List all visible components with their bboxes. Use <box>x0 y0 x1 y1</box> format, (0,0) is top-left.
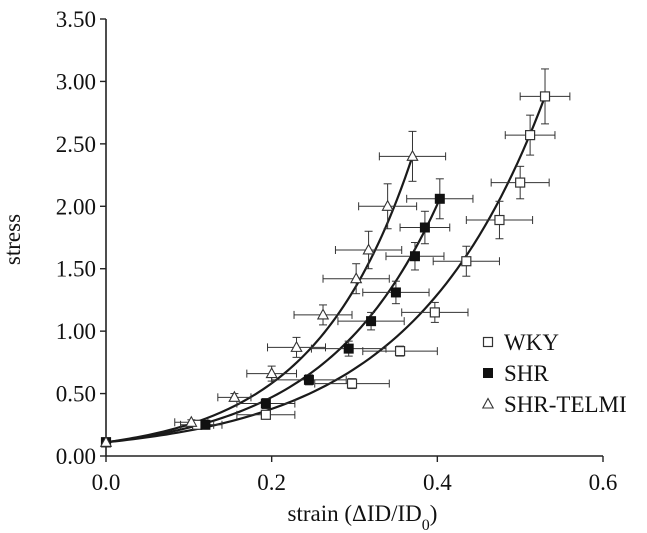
wky-data-point <box>430 308 439 317</box>
shr-data-point <box>435 194 444 203</box>
y-tick-label: 0.00 <box>56 444 96 469</box>
x-axis-label-main: strain (ΔID/ID <box>288 501 422 526</box>
x-tick-label: 0.6 <box>589 470 618 495</box>
fit-curve <box>106 199 440 442</box>
axes: 0.000.501.001.502.002.503.003.50 0.0 0.2 0… <box>56 7 618 495</box>
y-tick-label: 1.00 <box>56 319 96 344</box>
wky-data-point <box>495 216 504 225</box>
y-tick-label: 2.50 <box>56 132 96 157</box>
error-bars <box>102 69 570 445</box>
wky-data-point <box>462 257 471 266</box>
shr-telmi-data-point <box>407 151 417 161</box>
data-points <box>101 92 550 447</box>
x-axis-ticks: 0.0 0.2 0.4 0.6 <box>92 456 618 495</box>
shr-data-point <box>201 420 210 429</box>
shr-data-point <box>410 252 419 261</box>
x-tick-label: 0.0 <box>92 470 121 495</box>
shr-data-point <box>367 317 376 326</box>
legend-marker-wky <box>484 338 493 347</box>
y-tick-label: 3.50 <box>56 7 96 32</box>
wky-data-point <box>348 379 357 388</box>
y-axis-label: stress <box>0 214 25 265</box>
fit-curve <box>106 156 412 442</box>
fit-curves <box>106 96 545 442</box>
y-tick-label: 0.50 <box>56 382 96 407</box>
shr-data-point <box>304 375 313 384</box>
x-axis-label-close: ) <box>430 501 438 526</box>
shr-telmi-data-point <box>363 244 373 254</box>
legend-marker-shr <box>484 369 493 378</box>
x-tick-label: 0.4 <box>423 470 452 495</box>
wky-data-point <box>261 410 270 419</box>
shr-data-point <box>261 399 270 408</box>
x-axis-label-subscript: 0 <box>422 517 430 533</box>
legend-marker-shr-telmi <box>483 399 493 409</box>
shr-telmi-data-point <box>291 342 301 352</box>
shr-telmi-data-point <box>318 309 328 319</box>
legend-label-shr: SHR <box>504 361 549 386</box>
shr-data-point <box>391 288 400 297</box>
y-axis-ticks: 0.00 0.50 1.00 1.50 2.00 2.50 3.00 3.50 <box>56 7 106 469</box>
legend: WKY SHR SHR-TELMI <box>483 330 627 417</box>
wky-data-point <box>526 131 535 140</box>
wky-data-point <box>396 347 405 356</box>
shr-telmi-data-point <box>382 201 392 211</box>
legend-item-shr: SHR <box>484 361 550 386</box>
shr-data-point <box>344 344 353 353</box>
wky-data-point <box>516 178 525 187</box>
wky-data-point <box>541 92 550 101</box>
y-tick-label: 1.50 <box>56 257 96 282</box>
legend-label-shr-telmi: SHR-TELMI <box>504 392 627 417</box>
legend-item-shr-telmi: SHR-TELMI <box>483 392 627 417</box>
legend-label-wky: WKY <box>504 330 559 355</box>
fit-curve <box>106 96 545 442</box>
legend-item-wky: WKY <box>484 330 560 355</box>
y-tick-label: 2.00 <box>56 194 96 219</box>
shr-data-point <box>420 223 429 232</box>
y-tick-label: 3.00 <box>56 69 96 94</box>
x-tick-label: 0.2 <box>257 470 286 495</box>
shr-telmi-data-point <box>266 368 276 378</box>
x-axis-label: strain (ΔID/ID0) <box>288 501 438 533</box>
